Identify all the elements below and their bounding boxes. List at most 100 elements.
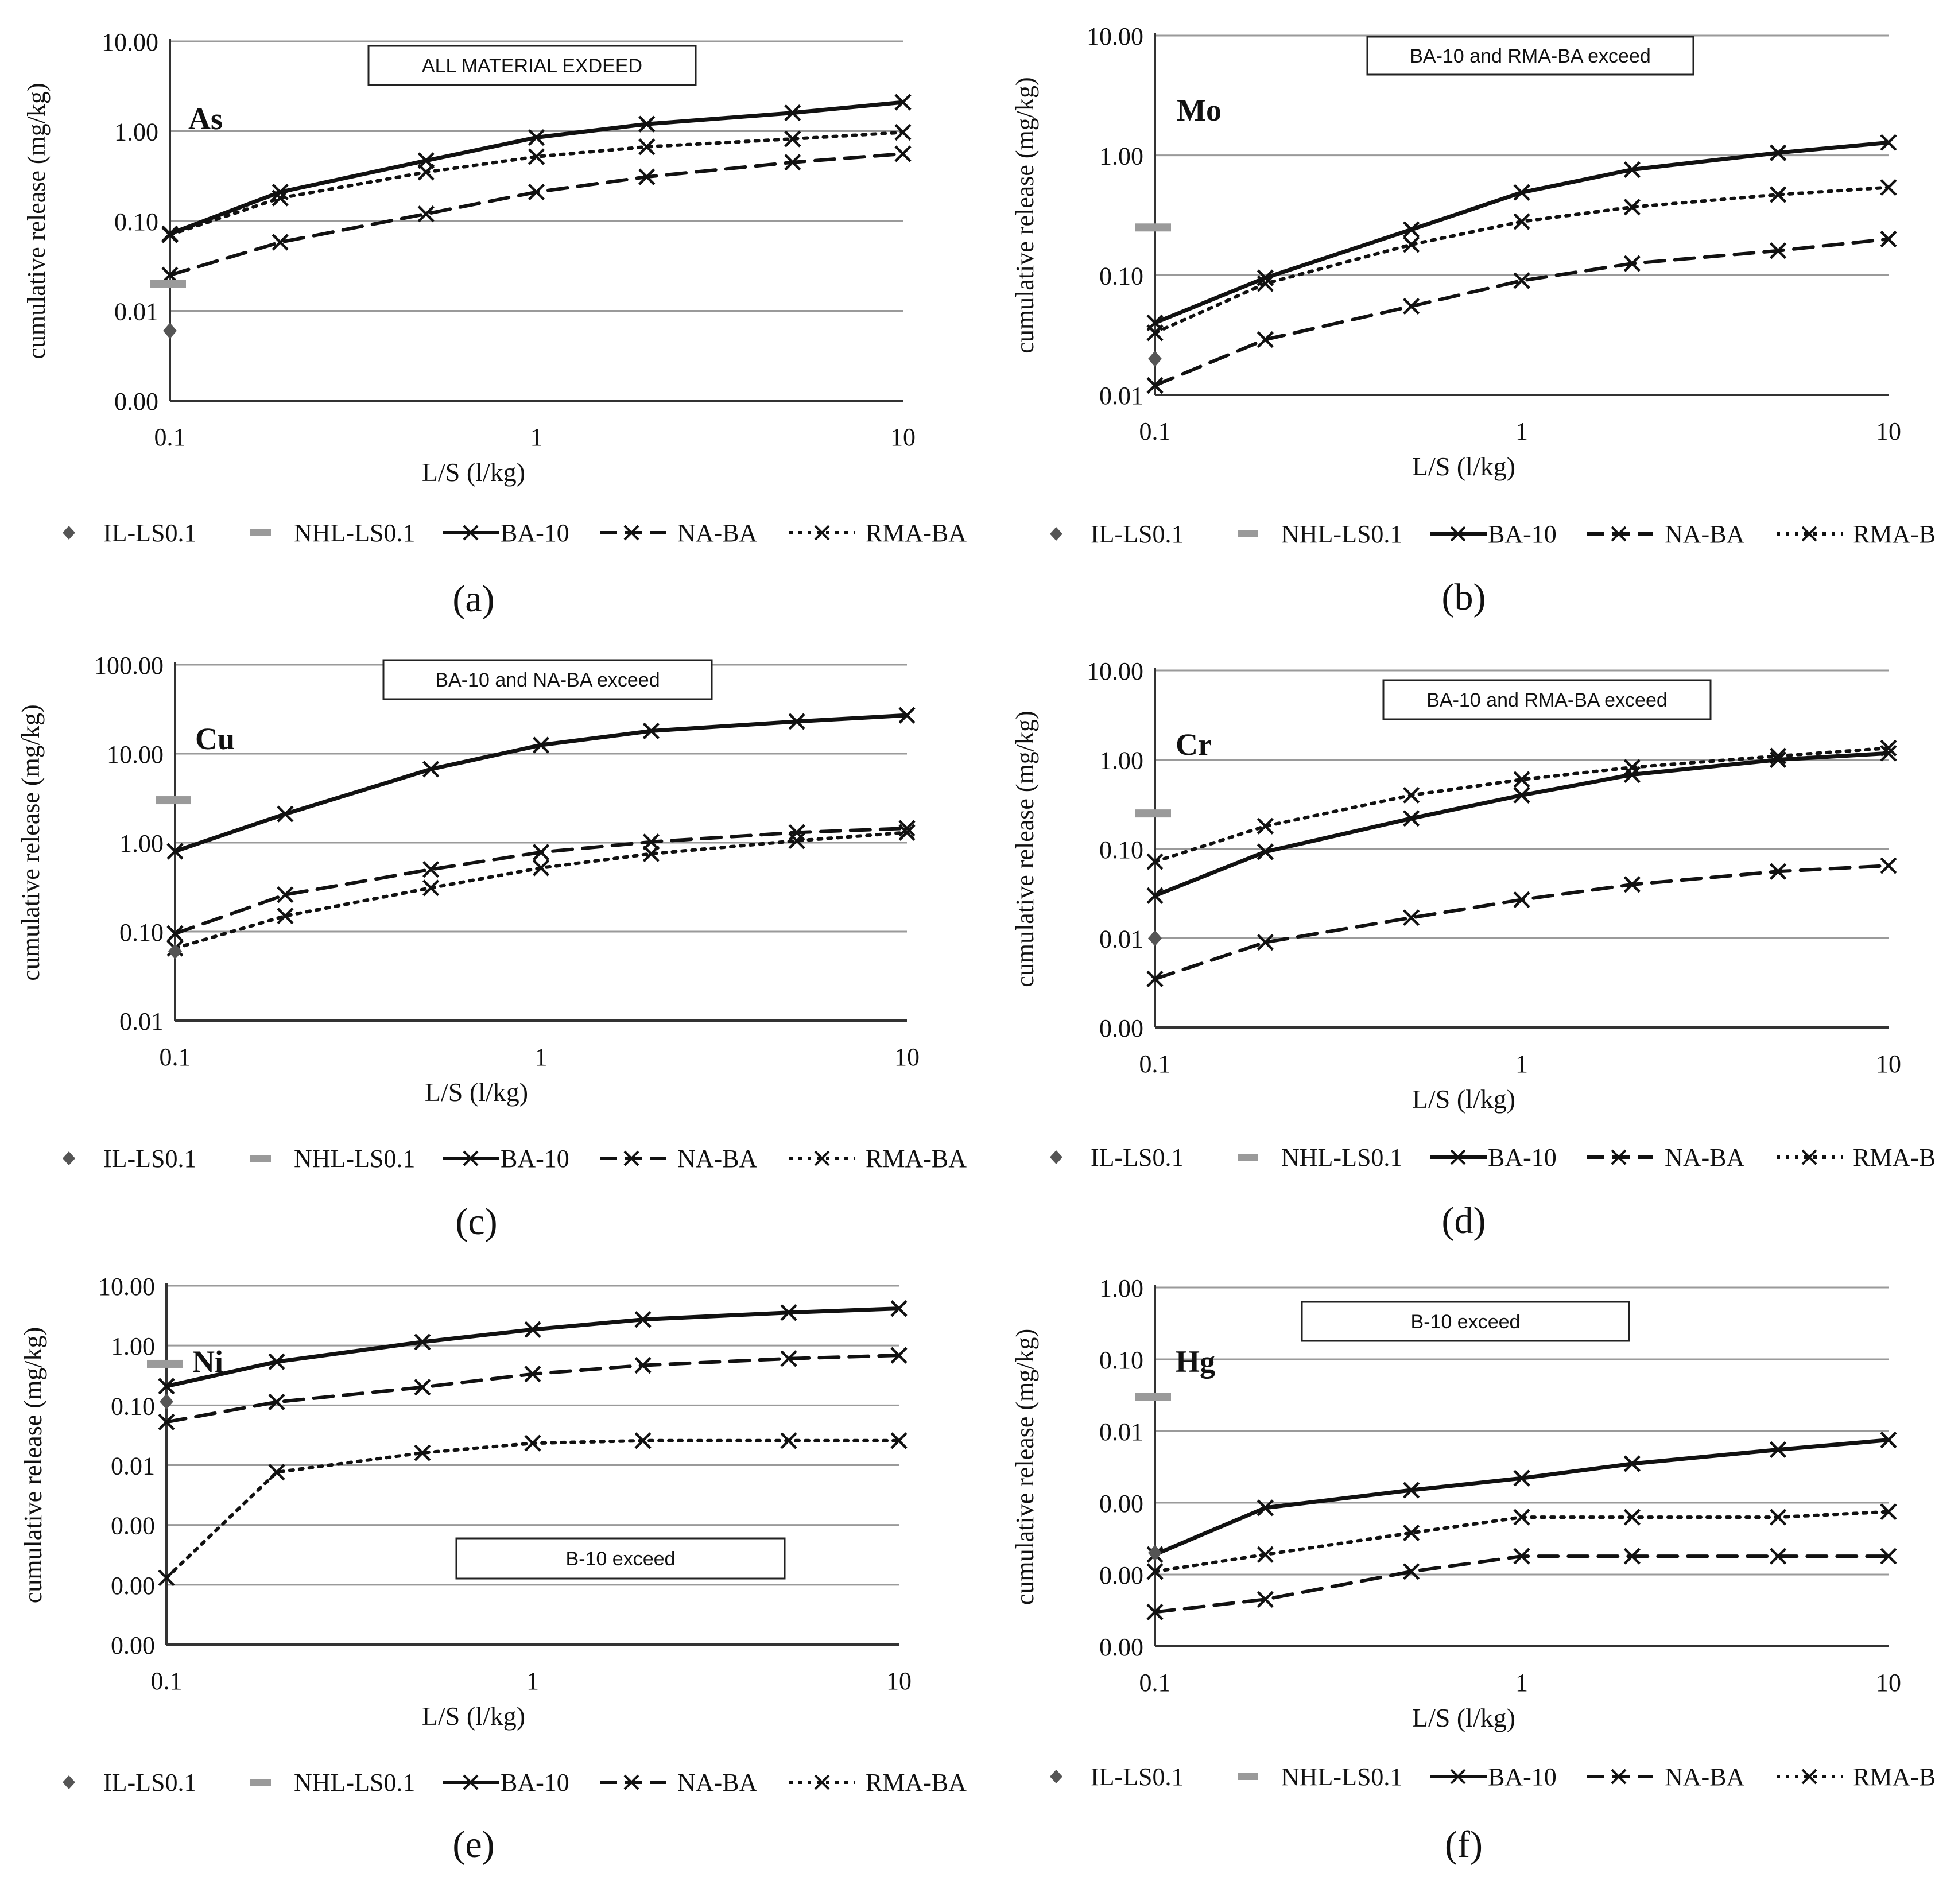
legend-marker-il bbox=[63, 526, 75, 540]
y-axis-label: cumulative release (mg/kg) bbox=[1011, 1329, 1039, 1605]
y-tick-label: 1.00 bbox=[1099, 747, 1143, 775]
data-point-na-ba bbox=[1880, 1548, 1897, 1565]
data-point-ba-10 bbox=[1513, 1469, 1530, 1487]
panel-caption: (f) bbox=[1445, 1824, 1483, 1866]
data-point-na-ba bbox=[638, 168, 656, 185]
x-axis-label: L/S (l/kg) bbox=[422, 457, 525, 487]
data-point-ba-10 bbox=[894, 94, 912, 111]
x-tick-label: 0.1 bbox=[160, 1043, 191, 1071]
data-point-ba-10 bbox=[1770, 1441, 1787, 1459]
data-point-ba-10 bbox=[422, 761, 440, 778]
x-tick-label: 10 bbox=[890, 423, 916, 451]
y-axis-label: cumulative release (mg/kg) bbox=[1011, 77, 1039, 353]
legend: IL-LS0.1 NHL-LS0.1 BA-10 NA-BA RMA-BA bbox=[1050, 520, 1935, 548]
legend-marker-nhl bbox=[1238, 1773, 1258, 1780]
data-point-ba-10 bbox=[1146, 887, 1164, 904]
data-point-rma-ba bbox=[1257, 1546, 1274, 1563]
legend-label-ba10: BA-10 bbox=[501, 1145, 569, 1173]
data-point-rma-ba bbox=[1146, 1563, 1164, 1580]
data-point-na-ba bbox=[784, 154, 801, 171]
y-axis-label: cumulative release (mg/kg) bbox=[1011, 711, 1039, 987]
element-title: Cu bbox=[195, 722, 235, 756]
data-point-rma-ba bbox=[1257, 275, 1274, 292]
legend-label-naba: NA-BA bbox=[677, 519, 758, 547]
x-tick-label: 1 bbox=[535, 1043, 548, 1071]
data-point-ba-10 bbox=[1403, 1482, 1420, 1499]
data-point-ba-10 bbox=[788, 713, 805, 730]
chart-hg: 1.00 0.10 0.01 0.00 0.00 0.00 0.1 1 10 L/S (l/kg)… bbox=[1011, 1274, 1935, 1866]
y-tick-label: 0.00 bbox=[111, 1512, 155, 1540]
data-point-na-ba bbox=[1146, 1603, 1164, 1620]
legend-label-ba10: BA-10 bbox=[501, 519, 569, 547]
chart-cu: 100.00 10.00 1.00 0.10 0.01 0.1 1 10 L/S (l/kg) c… bbox=[17, 652, 967, 1243]
x-axis-label: L/S (l/kg) bbox=[1412, 1703, 1515, 1732]
data-point-na-ba bbox=[268, 1393, 285, 1411]
data-point-ba-10 bbox=[898, 707, 916, 724]
limit-nhl-ls0-1 bbox=[1135, 809, 1171, 818]
exceed-note-text: BA-10 and NA-BA exceed bbox=[435, 669, 660, 691]
data-point-na-ba bbox=[894, 145, 912, 162]
exceed-note-box bbox=[455, 1537, 786, 1580]
data-point-ba-10 bbox=[166, 843, 184, 860]
data-point-rma-ba bbox=[1146, 853, 1164, 870]
legend-label-rmaba: RMA-BA bbox=[1853, 1143, 1935, 1172]
legend-label-rmaba: RMA-BA bbox=[1853, 520, 1935, 548]
legend-label-nhl: NHL-LS0.1 bbox=[294, 519, 415, 547]
y-tick-label: 0.00 bbox=[1099, 1561, 1143, 1589]
data-point-ba-10 bbox=[890, 1300, 908, 1317]
panel-caption: (a) bbox=[452, 578, 494, 620]
legend-label-naba: NA-BA bbox=[1665, 1143, 1745, 1172]
data-point-rma-ba bbox=[1623, 1509, 1641, 1526]
legend-marker-naba bbox=[1611, 526, 1627, 542]
data-point-na-ba bbox=[1513, 1548, 1530, 1565]
data-point-na-ba bbox=[524, 1366, 541, 1383]
legend-marker-rmaba bbox=[814, 525, 830, 541]
data-point-rma-ba bbox=[524, 1434, 541, 1452]
y-tick-label: 0.01 bbox=[111, 1452, 155, 1480]
x-tick-label: 10 bbox=[1876, 417, 1901, 445]
legend-marker-rmaba bbox=[814, 1774, 830, 1790]
data-point-ba-10 bbox=[1257, 1499, 1274, 1517]
series-line-na-ba bbox=[165, 1354, 901, 1424]
exceed-note-text: BA-10 and RMA-BA exceed bbox=[1410, 45, 1651, 67]
limit-nhl-ls0-1 bbox=[147, 1359, 183, 1368]
data-point-na-ba bbox=[1403, 297, 1420, 315]
data-point-rma-ba bbox=[1146, 324, 1164, 342]
limit-nhl-ls0-1 bbox=[156, 796, 191, 805]
data-point-na-ba bbox=[1257, 331, 1274, 348]
data-point-na-ba bbox=[1257, 1591, 1274, 1608]
data-point-ba-10 bbox=[528, 129, 545, 146]
data-point-rma-ba bbox=[268, 1464, 285, 1481]
series-line-ba-10 bbox=[1153, 140, 1891, 325]
legend-marker-nhl bbox=[250, 1155, 271, 1162]
limit-il-ls0-1 bbox=[1148, 930, 1162, 947]
y-axis-label: cumulative release (mg/kg) bbox=[19, 1327, 47, 1603]
x-tick-label: 1 bbox=[1515, 1050, 1528, 1078]
y-tick-label: 0.00 bbox=[1099, 1633, 1143, 1661]
data-point-na-ba bbox=[1770, 242, 1787, 259]
data-point-rma-ba bbox=[1623, 199, 1641, 216]
chart-ni: 10.00 1.00 0.10 0.01 0.00 0.00 0.00 0.1 1 10 L/S (… bbox=[19, 1273, 967, 1866]
data-point-rma-ba bbox=[417, 164, 435, 181]
y-tick-label: 10.00 bbox=[1087, 22, 1143, 51]
data-point-ba-10 bbox=[1623, 766, 1641, 784]
y-tick-label: 0.10 bbox=[1099, 1346, 1143, 1374]
legend-marker-nhl bbox=[1238, 1154, 1258, 1161]
data-point-rma-ba bbox=[414, 1444, 431, 1461]
data-point-na-ba bbox=[532, 844, 550, 861]
data-point-rma-ba bbox=[894, 123, 912, 141]
legend-marker-rmaba bbox=[1801, 526, 1817, 542]
data-point-ba-10 bbox=[268, 1353, 285, 1370]
data-point-na-ba bbox=[1880, 857, 1897, 874]
legend: IL-LS0.1 NHL-LS0.1 BA-10 NA-BA RMA-BA bbox=[63, 1145, 967, 1173]
chart-as: 10.00 1.00 0.10 0.01 0.00 0.1 1 10 L/S (l/kg) cum… bbox=[22, 28, 967, 620]
data-point-na-ba bbox=[1880, 230, 1897, 248]
data-point-na-ba bbox=[1403, 1563, 1420, 1580]
legend-label-naba: NA-BA bbox=[677, 1769, 758, 1797]
legend-label-il: IL-LS0.1 bbox=[1091, 1763, 1184, 1791]
data-point-rma-ba bbox=[422, 879, 440, 897]
data-point-ba-10 bbox=[158, 1378, 175, 1395]
data-point-rma-ba bbox=[1403, 1524, 1420, 1542]
legend-label-il: IL-LS0.1 bbox=[103, 519, 197, 547]
data-point-na-ba bbox=[272, 234, 289, 251]
